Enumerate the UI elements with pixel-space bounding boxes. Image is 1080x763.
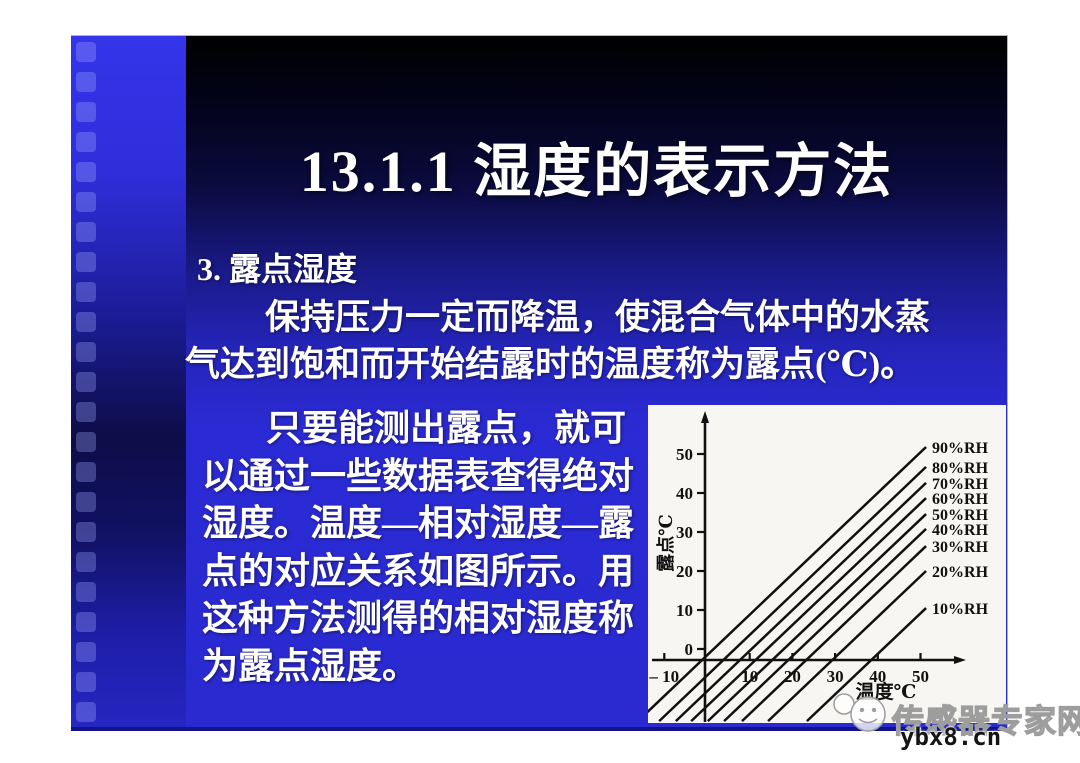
- body-line: 这种方法测得的相对湿度称: [202, 598, 635, 638]
- x-tick-label: 30: [827, 667, 844, 686]
- section-heading: 3. 露点湿度: [197, 251, 358, 287]
- rh-line: [806, 607, 927, 723]
- filmstrip-square: [76, 522, 96, 542]
- filmstrip-square: [76, 642, 96, 662]
- filmstrip-square: [76, 162, 96, 182]
- x-tick-label: 40: [869, 667, 886, 686]
- rh-line-label: 70%RH: [932, 476, 989, 493]
- rh-line: [706, 513, 927, 723]
- body-line: 保持压力一定而降温，使混合气体中的水蒸: [265, 298, 931, 337]
- rh-line-label: 50%RH: [932, 507, 989, 524]
- filmstrip-square: [76, 492, 96, 512]
- y-tick-label: 30: [676, 523, 693, 542]
- body-line: 只要能测出露点，就可: [266, 408, 627, 448]
- x-tick-label: – 10: [648, 667, 679, 686]
- filmstrip-square: [76, 72, 96, 92]
- filmstrip-square: [76, 372, 96, 392]
- filmstrip-square: [76, 42, 96, 62]
- filmstrip-square: [76, 132, 96, 152]
- filmstrip-square: [76, 552, 96, 572]
- rh-line: [690, 497, 927, 723]
- y-tick-label: 50: [676, 445, 693, 464]
- x-tick-label: 20: [784, 667, 801, 686]
- filmstrip-square: [76, 702, 96, 722]
- x-axis-title: 温度℃: [856, 680, 917, 703]
- filmstrip-square: [76, 462, 96, 482]
- body-line: 气达到饱和而开始结露时的温度称为露点(℃)。: [185, 345, 916, 384]
- y-tick-label: 10: [676, 601, 693, 620]
- filmstrip-square: [76, 312, 96, 332]
- x-tick-label: 50: [912, 667, 929, 686]
- dew-point-chart-figure: 0 10 20 30 40 50 – 10 10 20 30 40 50 90%RH 80%RH 70%RH…: [648, 405, 1006, 723]
- rh-line-label: 30%RH: [932, 539, 989, 556]
- x-tick-label: 10: [741, 667, 758, 686]
- filmstrip-square: [76, 102, 96, 122]
- rh-line: [658, 465, 927, 723]
- rh-line-label: 40%RH: [932, 522, 989, 539]
- y-tick-label: 40: [676, 484, 693, 503]
- rh-line: [723, 527, 927, 723]
- body-line: 点的对应关系如图所示。用: [202, 550, 635, 591]
- body-line: 以通过一些数据表查得绝对: [202, 455, 635, 496]
- chart-svg: 0 10 20 30 40 50 – 10 10 20 30 40 50 90%RH 80%RH70%RH…: [648, 411, 989, 723]
- rh-line-label: 80%RH: [932, 460, 989, 477]
- filmstrip-square: [76, 612, 96, 632]
- rh-line-label: 60%RH: [932, 491, 989, 508]
- y-tick-label: 0: [685, 640, 694, 659]
- rh-line: [674, 481, 927, 723]
- body-line: 湿度。温度—相对湿度—露: [202, 503, 635, 543]
- y-axis-title: 露点℃: [655, 514, 676, 572]
- y-axis-arrow-icon: [701, 411, 709, 423]
- rh-line-label: 90%RH: [932, 440, 989, 457]
- rh-line: [648, 446, 927, 714]
- rh-line: [741, 545, 927, 723]
- body-line: 为露点湿度。: [202, 645, 419, 686]
- slide-title: 13.1.1 湿度的表示方法: [299, 139, 894, 204]
- filmstrip-square: [76, 192, 96, 212]
- body-paragraph-2: 只要能测出露点，就可 以通过一些数据表查得绝对 湿度。温度—相对湿度—露 点的对…: [202, 405, 634, 690]
- rh-line: [767, 570, 927, 723]
- filmstrip-square: [76, 282, 96, 302]
- y-tick-label: 20: [676, 562, 693, 581]
- filmstrip-square: [76, 252, 96, 272]
- filmstrip-square: [76, 582, 96, 602]
- filmstrip-square: [76, 342, 96, 362]
- filmstrip-square: [76, 222, 96, 242]
- body-paragraph-1: 保持压力一定而降温，使混合气体中的水蒸 气达到饱和而开始结露时的温度称为露点(℃…: [185, 294, 930, 388]
- x-axis-arrow-icon: [954, 656, 966, 664]
- filmstrip-square: [76, 402, 96, 422]
- filmstrip-square: [76, 672, 96, 692]
- filmstrip-square: [76, 432, 96, 452]
- slide: 13.1.1 湿度的表示方法 3. 露点湿度 保持压力一定而降温，使混合气体中的…: [71, 35, 1008, 731]
- rh-line-label: 20%RH: [932, 564, 989, 581]
- rh-line-label: 10%RH: [932, 601, 989, 618]
- filmstrip: [71, 36, 186, 727]
